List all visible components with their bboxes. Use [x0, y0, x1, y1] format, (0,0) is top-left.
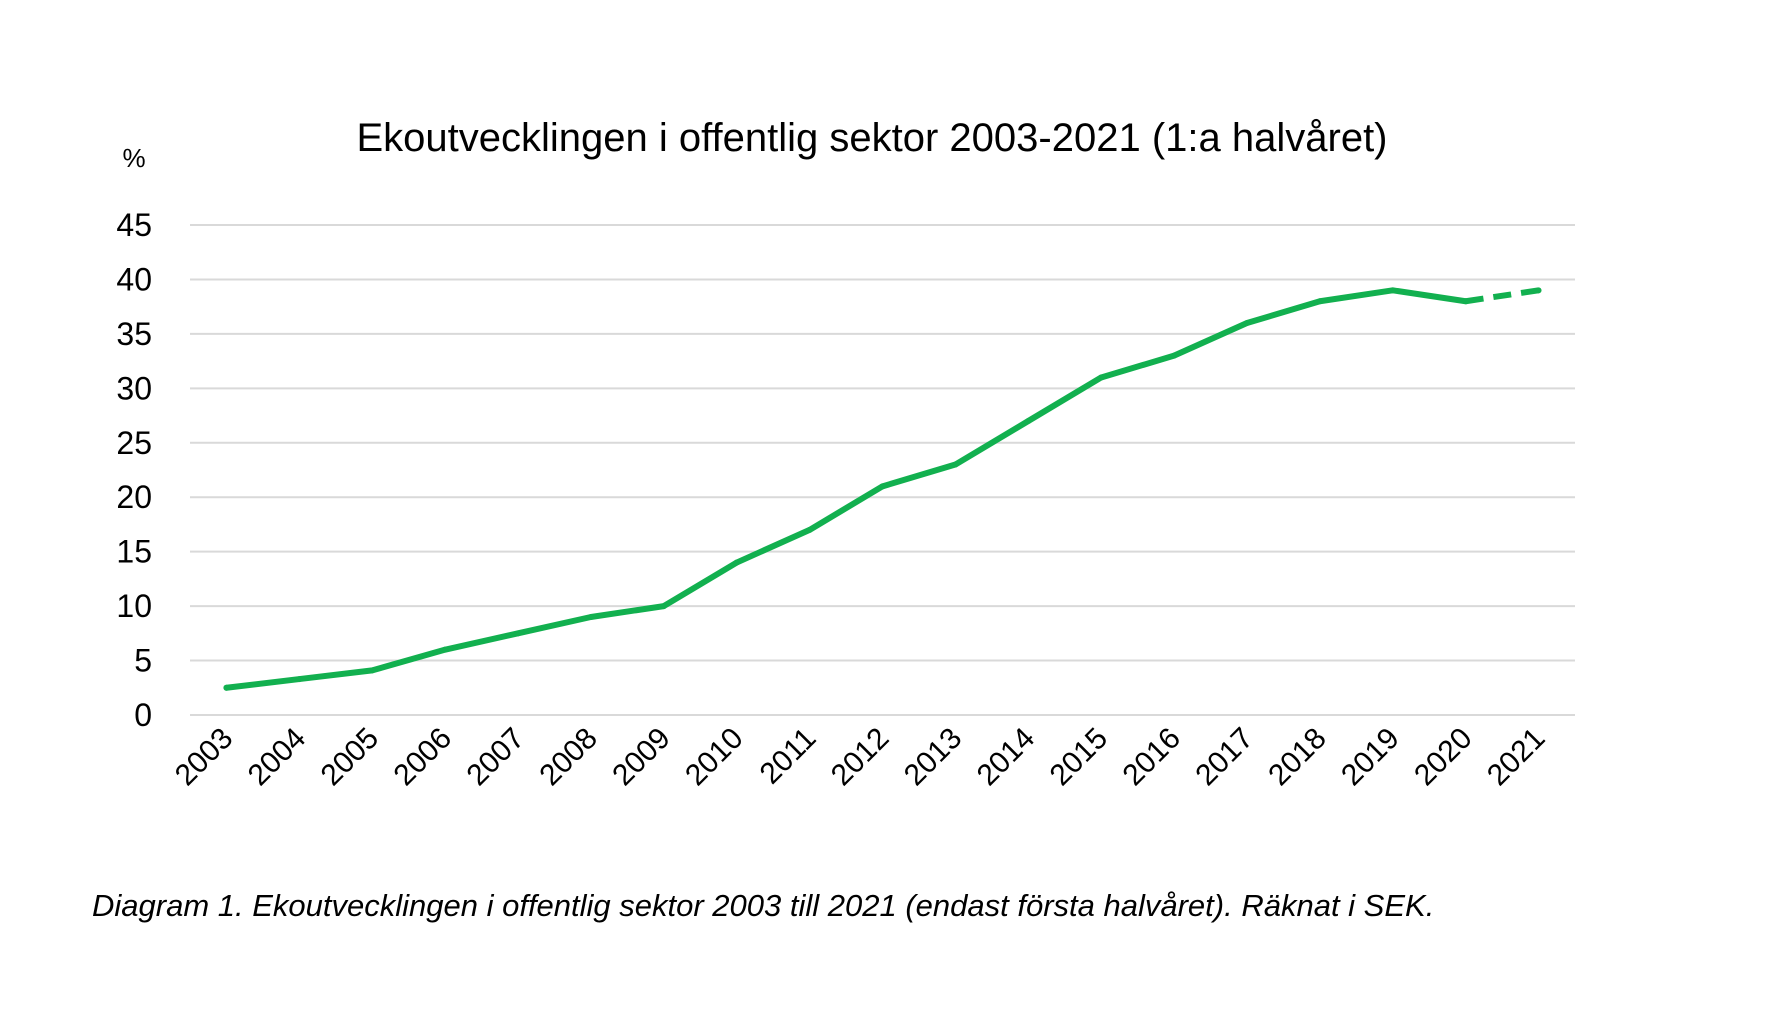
x-tick-label: 2008	[533, 722, 604, 793]
data-point-2016	[1171, 352, 1178, 359]
data-point-2018	[1316, 298, 1323, 305]
x-axis-ticks: 2003 2004 2005 2006 2007 2008 2009 2010 2011 2012…	[169, 722, 1552, 793]
data-point-2020	[1462, 298, 1469, 305]
series-layer	[223, 287, 1542, 691]
x-tick-label: 2011	[754, 722, 823, 791]
data-point-2004	[296, 676, 303, 683]
y-axis-unit-label: %	[122, 143, 145, 173]
data-point-2011	[806, 526, 813, 533]
x-tick-label: 2007	[460, 722, 531, 793]
x-tick-label: 2010	[679, 722, 750, 793]
data-point-2019	[1389, 287, 1396, 294]
x-tick-label: 2003	[169, 722, 240, 793]
data-point-2005	[369, 667, 376, 674]
data-point-2008	[587, 614, 594, 620]
y-tick-label: 20	[116, 479, 152, 515]
x-tick-label: 2016	[1116, 722, 1187, 793]
x-tick-label: 2006	[388, 722, 459, 793]
data-point-2007	[515, 630, 522, 637]
x-tick-label: 2004	[242, 722, 313, 793]
x-tick-label: 2012	[825, 722, 896, 793]
y-tick-label: 30	[116, 370, 152, 406]
x-tick-label: 2005	[315, 722, 386, 793]
data-point-2017	[1243, 320, 1250, 326]
x-tick-label: 2015	[1044, 722, 1115, 793]
x-tick-label: 2020	[1408, 722, 1479, 793]
data-point-2021	[1535, 287, 1542, 294]
gridlines	[190, 224, 1575, 716]
data-point-2006	[442, 646, 449, 653]
x-tick-label: 2021	[1481, 722, 1552, 793]
y-tick-label: 10	[116, 588, 152, 624]
y-tick-label: 15	[116, 534, 152, 570]
data-point-2010	[733, 559, 740, 566]
data-point-2012	[879, 483, 886, 490]
y-tick-label: 0	[134, 697, 152, 733]
data-point-2015	[1098, 374, 1105, 381]
x-tick-label: 2014	[971, 722, 1042, 793]
chart-title: Ekoutvecklingen i offentlig sektor 2003-…	[357, 116, 1388, 160]
data-point-2013	[952, 461, 959, 468]
x-tick-label: 2018	[1262, 722, 1333, 793]
x-tick-label: 2017	[1189, 722, 1260, 793]
y-tick-label: 5	[134, 643, 152, 679]
data-point-2014	[1025, 418, 1032, 424]
x-tick-label: 2019	[1335, 722, 1406, 793]
y-axis-ticks: 0 5 10 15 20 25 30 35 40 45	[116, 207, 152, 733]
y-tick-label: 35	[116, 316, 152, 352]
series-line-dashed	[1465, 287, 1539, 305]
figure-caption: Diagram 1. Ekoutvecklingen i offentlig s…	[92, 888, 1435, 923]
data-point-2009	[660, 603, 667, 610]
data-point-2003	[223, 684, 230, 691]
y-tick-label: 40	[116, 261, 152, 297]
x-tick-label: 2009	[606, 722, 677, 793]
x-tick-label: 2013	[898, 722, 969, 793]
series-line-solid	[223, 287, 1469, 691]
y-tick-label: 45	[116, 207, 152, 243]
y-tick-label: 25	[116, 425, 152, 461]
